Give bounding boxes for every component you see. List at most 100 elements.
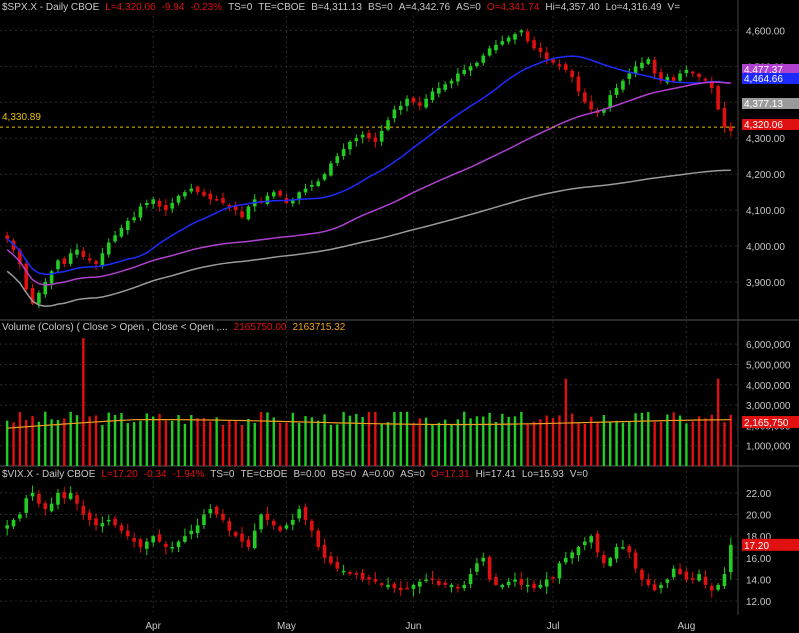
volume-bar xyxy=(647,412,650,466)
vix-open: O=17.31 xyxy=(430,469,470,480)
spx-candle xyxy=(678,73,682,81)
spx-candle xyxy=(386,120,390,130)
vix-candle xyxy=(494,576,498,585)
vix-candle xyxy=(640,569,644,580)
x-month-label: May xyxy=(277,621,296,632)
volume-bar xyxy=(564,378,567,466)
spx-candle xyxy=(697,73,701,78)
vix-candle xyxy=(475,563,479,572)
spx-candle xyxy=(291,199,295,204)
spx-candle xyxy=(621,80,625,90)
vix-candle xyxy=(11,519,16,527)
volume-bar xyxy=(297,422,301,466)
volume-bar xyxy=(602,415,606,466)
vix-candle xyxy=(729,544,733,573)
vix-candle xyxy=(544,579,549,587)
volume-bar xyxy=(640,412,644,466)
spx-candle xyxy=(557,64,562,67)
volume-bar xyxy=(5,420,9,466)
vix-candle xyxy=(614,547,619,559)
volume-bar xyxy=(488,412,491,466)
volume-bar xyxy=(285,422,288,466)
vix-candle xyxy=(417,581,422,587)
spx-candle xyxy=(684,69,689,74)
x-month-label: Apr xyxy=(145,621,161,632)
spx-candle xyxy=(652,59,657,74)
volume-bar xyxy=(113,414,117,466)
volume-bar xyxy=(570,413,574,466)
volume-bar xyxy=(75,415,79,466)
volume-bar xyxy=(628,421,631,466)
vix-candle xyxy=(665,579,670,583)
vix-candle xyxy=(671,568,676,578)
vix-candle xyxy=(563,557,568,563)
volume-bar xyxy=(50,419,53,466)
volume-bar xyxy=(228,419,231,466)
spx-symbol: $SPX.X - Daily CBOE xyxy=(2,2,100,13)
price-label: 4,464.66 xyxy=(744,74,783,85)
spx-candle xyxy=(576,76,581,92)
vix-candle xyxy=(608,557,613,566)
volume-bar xyxy=(63,418,66,466)
price-label: 4,377.13 xyxy=(744,99,783,110)
spx-candle xyxy=(214,198,219,201)
vix-te: TE=CBOE xyxy=(240,469,288,480)
volume-bar xyxy=(405,411,409,466)
volume-bar xyxy=(589,416,593,466)
spx-candle xyxy=(329,163,333,176)
vix-candle xyxy=(557,563,562,579)
vix-last: L=17.20 xyxy=(101,469,138,480)
spx-as: AS=0 xyxy=(456,2,481,13)
spx-candle xyxy=(633,66,638,74)
volume-bar xyxy=(520,411,523,466)
spx-candle xyxy=(729,126,733,132)
vix-candle xyxy=(322,544,327,558)
vix-candle xyxy=(456,586,460,589)
volume-title: Volume (Colors) ( Close > Open , Close <… xyxy=(2,322,228,333)
vix-candle xyxy=(506,581,511,586)
volume-bar xyxy=(215,417,218,466)
vix-candle xyxy=(183,536,187,542)
vix-candle xyxy=(37,493,41,504)
y-tick-label: 1,000,000 xyxy=(746,442,791,453)
vix-symbol: $VIX.X - Daily CBOE xyxy=(2,469,96,480)
vix-candle xyxy=(462,584,467,589)
vix-candle xyxy=(481,557,486,562)
vix-candle xyxy=(189,530,194,535)
spx-candle xyxy=(392,109,397,119)
volume-bar xyxy=(348,415,352,466)
volume-bar xyxy=(253,422,256,466)
y-tick-label: 22.00 xyxy=(746,489,771,500)
spx-candle xyxy=(614,87,619,95)
volume-bar xyxy=(551,418,555,466)
volume-bar xyxy=(234,420,237,466)
y-tick-label: 18.00 xyxy=(746,532,771,543)
volume-bar xyxy=(266,412,269,466)
vix-candle xyxy=(513,579,517,582)
spx-candle xyxy=(627,73,632,79)
vix-candle xyxy=(602,555,606,564)
vix-candle xyxy=(157,534,162,542)
volume-bar xyxy=(151,416,155,466)
volume-bar xyxy=(393,412,396,466)
spx-candle xyxy=(316,181,321,186)
volume-bar xyxy=(501,413,504,466)
volume-bar xyxy=(634,413,637,466)
spx-candle xyxy=(348,141,352,150)
vix-candle xyxy=(411,584,416,589)
spx-candle xyxy=(227,205,232,207)
spx-candle xyxy=(145,202,149,206)
vix-candle xyxy=(18,514,22,519)
y-tick-label: 20.00 xyxy=(746,511,771,522)
vix-candle xyxy=(138,539,143,547)
volume-bar xyxy=(729,414,733,466)
y-tick-label: 4,600.00 xyxy=(746,26,785,37)
spx-candle xyxy=(43,282,48,295)
vix-candle xyxy=(392,583,397,589)
spx-candle xyxy=(589,101,593,110)
volume-bar xyxy=(278,422,282,466)
spx-candle xyxy=(81,250,86,257)
volume-bar xyxy=(716,378,720,466)
y-tick-label: 4,000,000 xyxy=(746,381,791,392)
